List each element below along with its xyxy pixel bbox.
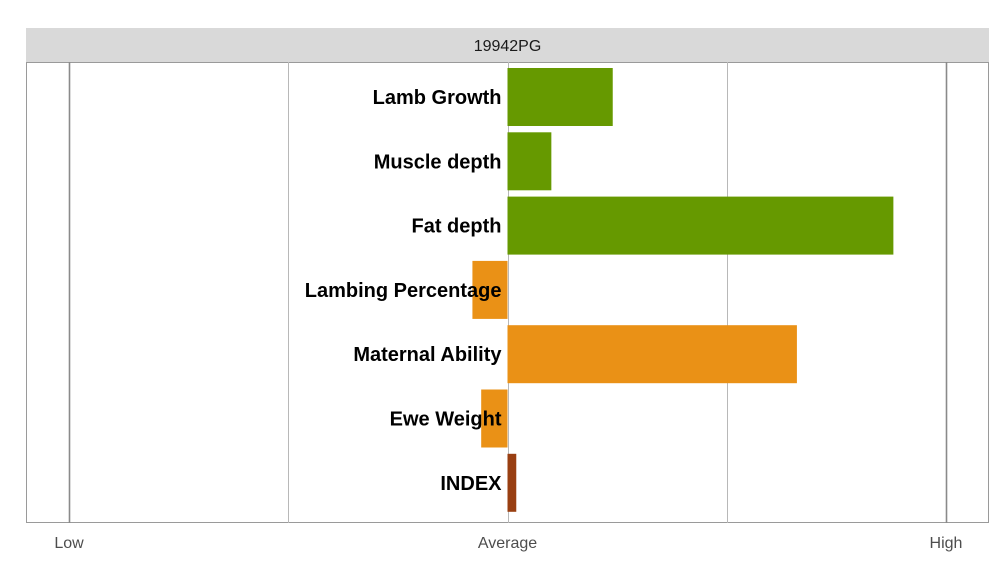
bar: [507, 132, 552, 191]
gridlines: [68, 62, 948, 523]
category-label: Ewe Weight: [390, 409, 502, 431]
bar: [507, 196, 894, 255]
category-label: Lamb Growth: [373, 87, 502, 109]
bar: [472, 260, 508, 319]
chart-title: 19942PG: [474, 38, 542, 55]
category-label: Lambing Percentage: [305, 280, 502, 302]
category-labels: Lamb Growth Muscle depth Fat depth Lambing …: [305, 87, 503, 495]
bar: [507, 453, 517, 512]
category-label: Maternal Ability: [353, 344, 502, 366]
title-strip: [26, 28, 989, 62]
category-label: Muscle depth: [374, 151, 502, 173]
category-label: Fat depth: [412, 216, 502, 238]
bar: [507, 325, 797, 384]
bar: [507, 68, 613, 126]
x-tick-label: High: [930, 535, 963, 552]
x-tick-label: Low: [54, 535, 84, 552]
bar: [481, 389, 508, 448]
x-axis-ticks: Low Average High: [54, 535, 962, 552]
category-label: INDEX: [440, 473, 502, 495]
x-tick-label: Average: [478, 535, 537, 552]
bars: [472, 68, 894, 512]
